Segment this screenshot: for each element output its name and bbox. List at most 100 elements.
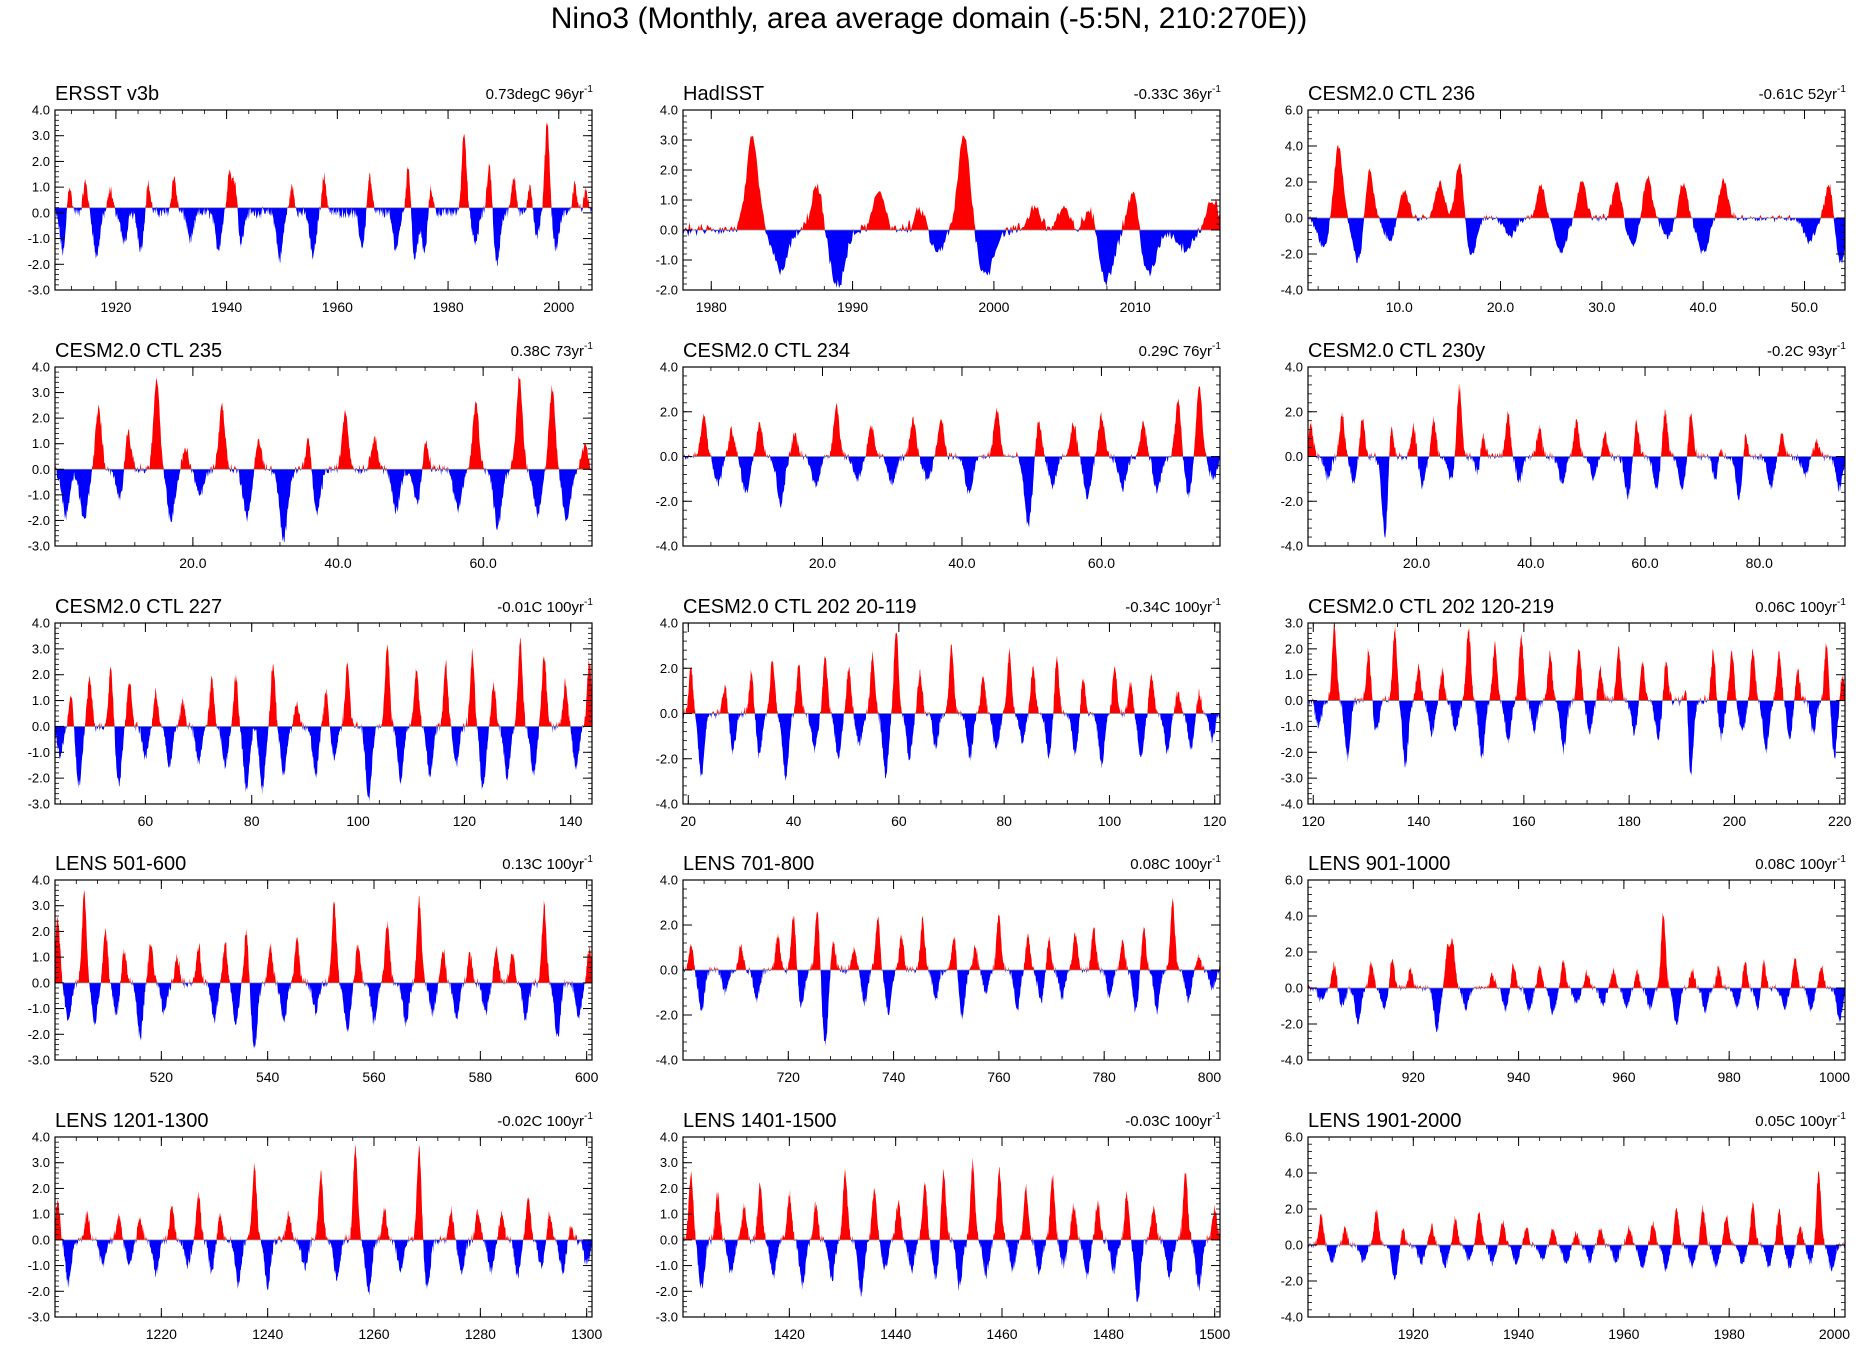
negative-anomaly-area [1308, 218, 1845, 265]
trend-label: -0.2C 93yr [1767, 343, 1837, 360]
y-tick-label: 0.0 [32, 205, 50, 220]
trend-label: 0.06C 100yr [1755, 599, 1837, 616]
negative-anomaly-area [55, 982, 592, 1049]
y-tick-label: -4.0 [1281, 1053, 1303, 1068]
x-tick-label: 20.0 [1487, 299, 1514, 315]
y-tick-label: -2.0 [656, 283, 678, 298]
x-tick-label: 140 [1407, 813, 1431, 829]
x-tick-label: 780 [1092, 1069, 1116, 1085]
y-tick-label: 0.0 [660, 1232, 678, 1247]
x-tick-label: 1300 [571, 1326, 602, 1342]
figure-title: Nino3 (Monthly, area average domain (-5:… [550, 2, 1308, 35]
y-tick-label: -1.0 [28, 1258, 50, 1273]
y-tick-label: 0.0 [32, 1232, 50, 1247]
y-tick-label: -2.0 [1281, 745, 1303, 760]
x-tick-label: 60.0 [470, 555, 497, 571]
y-tick-label: 4.0 [660, 360, 678, 375]
positive-anomaly-area [683, 1157, 1220, 1240]
y-tick-label: 3.0 [32, 641, 50, 656]
positive-anomaly-area [683, 632, 1220, 714]
panel-title: CESM2.0 CTL 236 [1308, 83, 1475, 105]
x-tick-label: 80 [996, 813, 1012, 829]
y-tick-label: -2.0 [1281, 1274, 1303, 1289]
y-tick-label: -2.0 [1281, 494, 1303, 509]
trend-unit-superscript: -1 [1837, 854, 1846, 865]
y-tick-label: 4.0 [660, 1130, 678, 1145]
y-tick-label: -2.0 [1281, 1017, 1303, 1032]
panel-title: LENS 501-600 [55, 853, 186, 875]
x-tick-label: 1420 [774, 1326, 805, 1342]
y-tick-label: -2.0 [656, 1008, 678, 1023]
trend-label: -0.61C 52yr [1759, 86, 1837, 103]
x-tick-label: 80.0 [1746, 555, 1773, 571]
x-tick-label: 120 [1302, 813, 1326, 829]
positive-anomaly-area [683, 897, 1220, 970]
x-tick-label: 1980 [696, 299, 727, 315]
negative-anomaly-area [1308, 456, 1845, 538]
panel-7: -3.0 -2.0 -1.0 0.0 1.0 2.0 3.0 4.0 60 80 100 120 140… [28, 596, 594, 829]
y-tick-label: -3.0 [656, 1310, 678, 1325]
plot-frame [54, 366, 593, 547]
y-tick-label: 3.0 [32, 385, 50, 400]
x-tick-label: 1000 [1819, 1069, 1850, 1085]
y-tick-label: -4.0 [656, 797, 678, 812]
plot-frame [54, 879, 593, 1061]
plot-frame [54, 1136, 593, 1318]
positive-anomaly-area [1308, 912, 1845, 988]
x-tick-label: 960 [1612, 1069, 1636, 1085]
panel-title: HadISST [683, 83, 764, 105]
x-tick-label: 2000 [978, 299, 1009, 315]
y-tick-label: 1.0 [32, 436, 50, 451]
y-tick-label: 4.0 [660, 873, 678, 888]
x-tick-label: 20.0 [179, 555, 206, 571]
y-tick-label: 6.0 [1285, 1130, 1303, 1145]
y-tick-label: -4.0 [1281, 539, 1303, 554]
trend-label: 0.13C 100yr [502, 856, 584, 873]
y-tick-label: 3.0 [32, 1155, 50, 1170]
x-tick-label: 60.0 [1088, 555, 1115, 571]
y-tick-label: 1.0 [1285, 667, 1303, 682]
y-tick-label: 2.0 [32, 154, 50, 169]
y-tick-label: 4.0 [1285, 360, 1303, 375]
y-tick-label: -2.0 [1281, 247, 1303, 262]
y-tick-label: -2.0 [28, 1284, 50, 1299]
y-tick-label: 0.0 [660, 706, 678, 721]
x-tick-label: 1280 [465, 1326, 496, 1342]
negative-anomaly-area [55, 726, 592, 802]
plot-frame [54, 622, 593, 805]
y-tick-label: 0.0 [1285, 693, 1303, 708]
x-tick-label: 1220 [146, 1326, 177, 1342]
x-tick-label: 1920 [100, 299, 131, 315]
trend-unit-superscript: -1 [584, 341, 593, 352]
panel-6: -4.0 -2.0 0.0 2.0 4.0 20.0 40.0 60.0 80.0 CESM2.0… [1281, 340, 1847, 571]
y-tick-label: -3.0 [28, 539, 50, 554]
x-tick-label: 1940 [1503, 1326, 1534, 1342]
y-tick-label: 0.0 [660, 963, 678, 978]
trend-unit-superscript: -1 [584, 84, 593, 95]
trend-label: 0.73degC 96yr [486, 86, 584, 103]
x-tick-label: 1990 [837, 299, 868, 315]
y-tick-label: 3.0 [32, 128, 50, 143]
x-tick-label: 200 [1723, 813, 1747, 829]
x-tick-label: 560 [362, 1069, 386, 1085]
trend-unit-superscript: -1 [1212, 854, 1221, 865]
trend-label: 0.08C 100yr [1130, 856, 1212, 873]
x-tick-label: 2000 [1819, 1326, 1850, 1342]
panel-title: CESM2.0 CTL 234 [683, 340, 850, 362]
y-tick-label: 4.0 [1285, 1166, 1303, 1181]
negative-anomaly-area [1308, 700, 1845, 776]
y-tick-label: 2.0 [32, 924, 50, 939]
trend-label: 0.29C 76yr [1139, 343, 1212, 360]
panel-11: -4.0 -2.0 0.0 2.0 4.0 720 740 760 780 800 LENS 701… [656, 853, 1222, 1085]
positive-anomaly-area [683, 386, 1220, 457]
positive-anomaly-area [683, 135, 1220, 230]
y-tick-label: 3.0 [660, 133, 678, 148]
plot-frame [1307, 879, 1846, 1061]
panel-title: CESM2.0 CTL 230y [1308, 340, 1485, 362]
panel-title: LENS 701-800 [683, 853, 814, 875]
x-tick-label: 40.0 [1690, 299, 1717, 315]
panel-8: -4.0 -2.0 0.0 2.0 4.0 20 40 60 80 100 120 CESM2.0 C… [656, 596, 1227, 829]
trend-label: 0.38C 73yr [511, 343, 584, 360]
y-tick-label: 1.0 [32, 1207, 50, 1222]
x-tick-label: 10.0 [1386, 299, 1413, 315]
